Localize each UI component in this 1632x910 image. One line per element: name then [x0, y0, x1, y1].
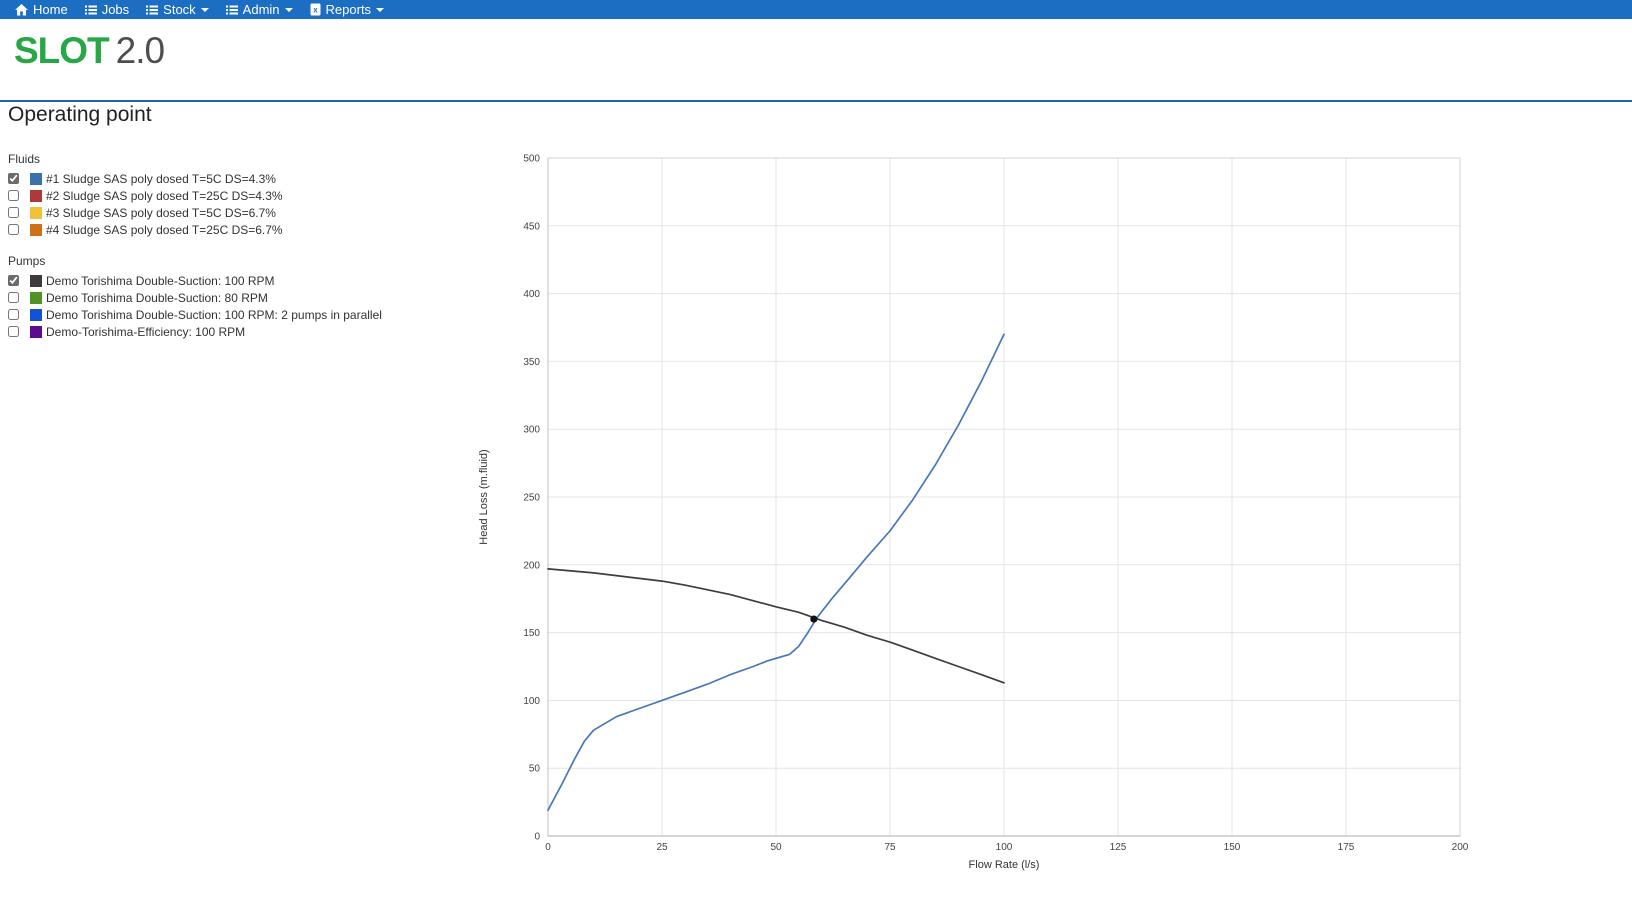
series-color-swatch — [30, 325, 42, 338]
y-tick-label: 400 — [523, 289, 540, 300]
nav-label: Admin — [242, 2, 280, 17]
fluid-label: #3 Sludge SAS poly dosed T=5C DS=6.7% — [46, 205, 276, 220]
pump-row[interactable]: Demo Torishima Double-Suction: 100 RPM: … — [8, 306, 382, 323]
y-tick-label: 0 — [534, 832, 540, 843]
list-icon — [225, 4, 238, 16]
pump-row[interactable]: Demo-Torishima-Efficiency: 100 RPM — [8, 323, 382, 340]
x-tick-label: 125 — [1110, 842, 1127, 853]
list-icon — [84, 4, 97, 16]
y-tick-label: 100 — [523, 696, 540, 707]
pumps-section-label: Pumps — [8, 254, 46, 268]
chevron-down-icon — [284, 7, 293, 12]
x-tick-label: 25 — [656, 842, 668, 853]
y-tick-label: 250 — [523, 493, 540, 504]
pump-label: Demo Torishima Double-Suction: 100 RPM: … — [46, 307, 382, 322]
svg-text:x: x — [313, 6, 318, 15]
pump-label: Demo-Torishima-Efficiency: 100 RPM — [46, 324, 246, 339]
series-line-1 — [547, 568, 1005, 684]
nav-item-reports[interactable]: x Reports — [310, 0, 385, 19]
pump-checkbox[interactable] — [8, 292, 19, 303]
pumps-section: Pumps Demo Torishima Double-Suction: 100… — [8, 253, 382, 340]
nav-label: Stock — [163, 2, 196, 17]
nav-label: Home — [33, 2, 68, 17]
series-selection-panel: Fluids #1 Sludge SAS poly dosed T=5C DS=… — [8, 151, 382, 340]
x-tick-label: 50 — [770, 842, 782, 853]
logo-text-slot: SLOT — [14, 30, 110, 71]
y-tick-label: 200 — [523, 560, 540, 571]
fluid-checkbox[interactable] — [8, 207, 19, 218]
fluid-checkbox[interactable] — [8, 190, 19, 201]
fluid-row[interactable]: #4 Sludge SAS poly dosed T=25C DS=6.7% — [8, 221, 382, 238]
fluids-section-label: Fluids — [8, 152, 41, 166]
x-axis-title: Flow Rate (l/s) — [969, 859, 1040, 871]
series-color-swatch — [30, 274, 42, 287]
x-tick-label: 100 — [996, 842, 1013, 853]
series-line-0 — [547, 333, 1005, 812]
pump-row[interactable]: Demo Torishima Double-Suction: 80 RPM — [8, 289, 382, 306]
pump-checkbox[interactable] — [8, 275, 19, 286]
x-tick-label: 175 — [1338, 842, 1355, 853]
header-divider — [0, 100, 1632, 102]
fluid-label: #2 Sludge SAS poly dosed T=25C DS=4.3% — [46, 188, 283, 203]
chevron-down-icon — [200, 7, 209, 12]
pump-row[interactable]: Demo Torishima Double-Suction: 100 RPM — [8, 272, 382, 289]
pump-checkbox[interactable] — [8, 309, 19, 320]
fluid-checkbox[interactable] — [8, 224, 19, 235]
operating-point-marker — [810, 615, 818, 623]
nav-item-stock[interactable]: Stock — [146, 0, 209, 19]
y-tick-label: 150 — [523, 628, 540, 639]
x-tick-label: 200 — [1452, 842, 1469, 853]
nav-label: Jobs — [101, 2, 130, 17]
file-excel-icon: x — [310, 3, 321, 16]
x-tick-label: 150 — [1224, 842, 1241, 853]
y-tick-label: 350 — [523, 357, 540, 368]
x-tick-label: 0 — [545, 842, 551, 853]
y-tick-label: 50 — [529, 764, 541, 775]
y-tick-label: 500 — [523, 154, 540, 165]
top-navbar: Home Jobs Stock Admin x Reports — [0, 0, 1632, 19]
nav-label: Reports — [325, 2, 372, 17]
fluid-row[interactable]: #1 Sludge SAS poly dosed T=5C DS=4.3% — [8, 170, 382, 187]
page-title: Operating point — [8, 103, 152, 126]
series-color-swatch — [30, 189, 42, 202]
fluid-label: #4 Sludge SAS poly dosed T=25C DS=6.7% — [46, 222, 283, 237]
fluid-row[interactable]: #3 Sludge SAS poly dosed T=5C DS=6.7% — [8, 204, 382, 221]
operating-point-chart: 0 25 50 75 100 125 150 175 200 0 50 100 150 200 250 300… — [470, 140, 1480, 880]
x-tick-label: 75 — [884, 842, 896, 853]
series-color-swatch — [30, 206, 42, 219]
pump-label: Demo Torishima Double-Suction: 100 RPM — [46, 273, 275, 288]
y-tick-label: 300 — [523, 425, 540, 436]
nav-item-jobs[interactable]: Jobs — [84, 0, 130, 19]
fluids-section: Fluids #1 Sludge SAS poly dosed T=5C DS=… — [8, 151, 382, 238]
list-icon — [146, 4, 159, 16]
pump-label: Demo Torishima Double-Suction: 80 RPM — [46, 290, 268, 305]
fluid-label: #1 Sludge SAS poly dosed T=5C DS=4.3% — [46, 171, 276, 186]
nav-item-admin[interactable]: Admin — [225, 0, 293, 19]
series-color-swatch — [30, 172, 42, 185]
series-color-swatch — [30, 223, 42, 236]
chevron-down-icon — [376, 7, 385, 12]
nav-item-home[interactable]: Home — [15, 0, 68, 19]
logo-text-version: 2.0 — [115, 30, 165, 71]
pump-checkbox[interactable] — [8, 326, 19, 337]
fluid-checkbox[interactable] — [8, 173, 19, 184]
y-axis-title: Head Loss (m.fluid) — [478, 449, 490, 544]
chart-canvas: 0 25 50 75 100 125 150 175 200 0 50 100 150 200 250 300… — [478, 154, 1469, 872]
series-color-swatch — [30, 291, 42, 304]
fluid-row[interactable]: #2 Sludge SAS poly dosed T=25C DS=4.3% — [8, 187, 382, 204]
series-color-swatch — [30, 308, 42, 321]
home-icon — [15, 3, 28, 16]
y-tick-label: 450 — [523, 221, 540, 232]
app-logo: SLOT 2.0 — [14, 30, 165, 72]
